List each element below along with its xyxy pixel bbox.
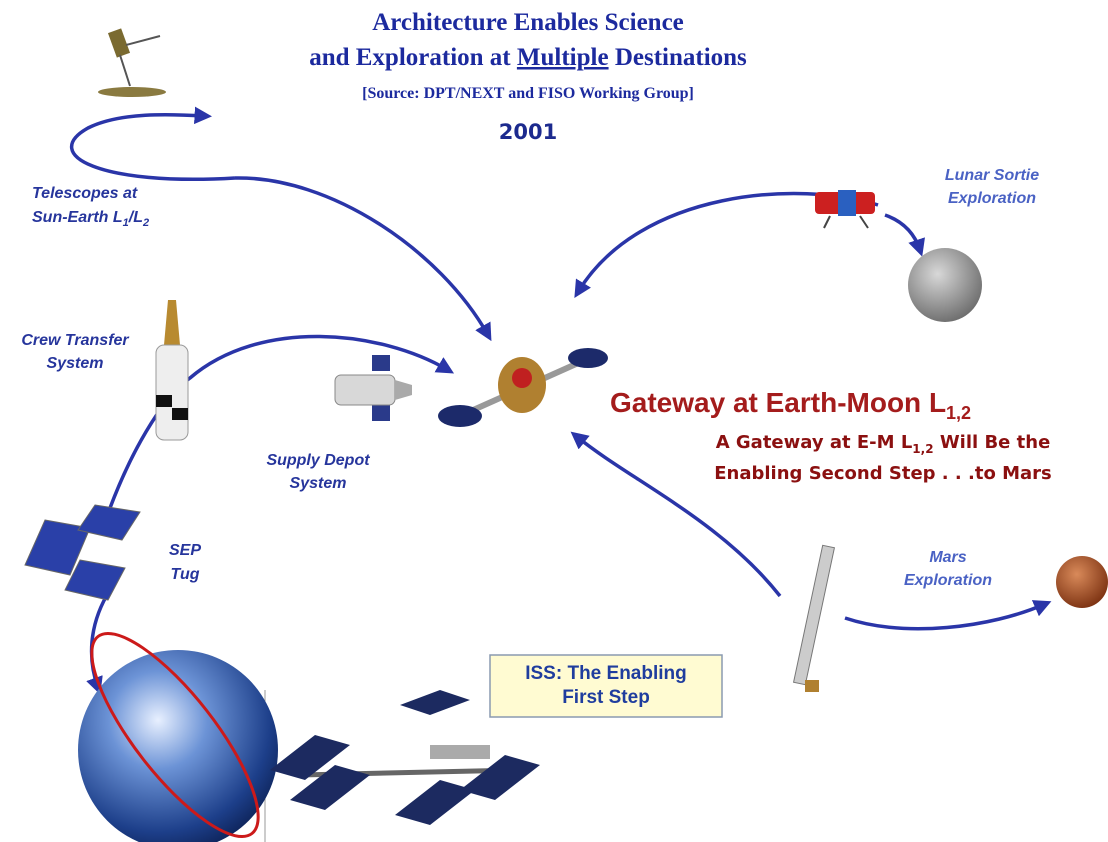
arrow: [72, 115, 235, 180]
title-line1: Architecture Enables Science: [372, 9, 684, 36]
arrow: [885, 215, 920, 250]
arrow: [576, 436, 780, 596]
crew-label: Crew Transfer: [21, 332, 129, 349]
subscript: 1,2: [912, 442, 933, 456]
year: 2001: [499, 120, 557, 144]
gateway-subtitle: Enabling Second Step . . .to Mars: [714, 463, 1051, 484]
mars: [1056, 556, 1108, 608]
mars-label: Exploration: [904, 572, 992, 589]
gateway-icon: [438, 348, 608, 427]
title-text: and Exploration at: [309, 44, 517, 71]
label-text: Sun-Earth L: [32, 209, 123, 226]
iss-label: First Step: [562, 687, 650, 708]
mars-label: Mars: [929, 549, 966, 566]
depot-label: Supply Depot: [266, 452, 370, 469]
gateway-subtitle-text: A Gateway at E-M L: [716, 432, 913, 453]
title-text: Destinations: [609, 44, 747, 71]
lunar-module-icon: [815, 190, 875, 228]
diagram: Architecture Enables Science and Explora…: [0, 0, 1108, 842]
title-line2: and Exploration at Multiple Destinations: [309, 44, 747, 71]
telescopes-label: Sun-Earth L1/L2: [32, 209, 149, 229]
sep-label: SEP: [169, 542, 201, 559]
crew-label: System: [47, 355, 104, 372]
page: Architecture Enables Science and Explora…: [0, 0, 1108, 842]
title-underlined: Multiple: [517, 44, 609, 71]
gateway-subtitle-text: Will Be the: [934, 432, 1051, 453]
arrow: [845, 604, 1045, 629]
sep-tug-icon: [25, 505, 140, 600]
telescopes-label: Telescopes at: [32, 185, 138, 202]
iss-label: ISS: The Enabling: [525, 663, 687, 684]
gateway-title-text: Gateway at Earth-Moon L: [610, 387, 946, 418]
moon: [908, 248, 982, 322]
sep-label: Tug: [170, 566, 199, 583]
lunar-label: Exploration: [948, 190, 1036, 207]
label-text: /L: [128, 209, 143, 226]
arrow: [235, 178, 488, 335]
gateway-title: Gateway at Earth-Moon L1,2: [610, 387, 971, 423]
telescope-icon: [98, 28, 166, 97]
lunar-label: Lunar Sortie: [945, 167, 1039, 184]
subscript: 2: [142, 217, 149, 229]
mars-ship-icon: [794, 545, 835, 692]
supply-depot-icon: [335, 355, 412, 421]
source: [Source: DPT/NEXT and FISO Working Group…: [362, 85, 694, 102]
crew-transfer-icon: [156, 300, 188, 440]
depot-label: System: [290, 475, 347, 492]
gateway-subtitle: A Gateway at E-M L1,2 Will Be the: [716, 432, 1051, 456]
subscript: 1,2: [946, 403, 971, 423]
